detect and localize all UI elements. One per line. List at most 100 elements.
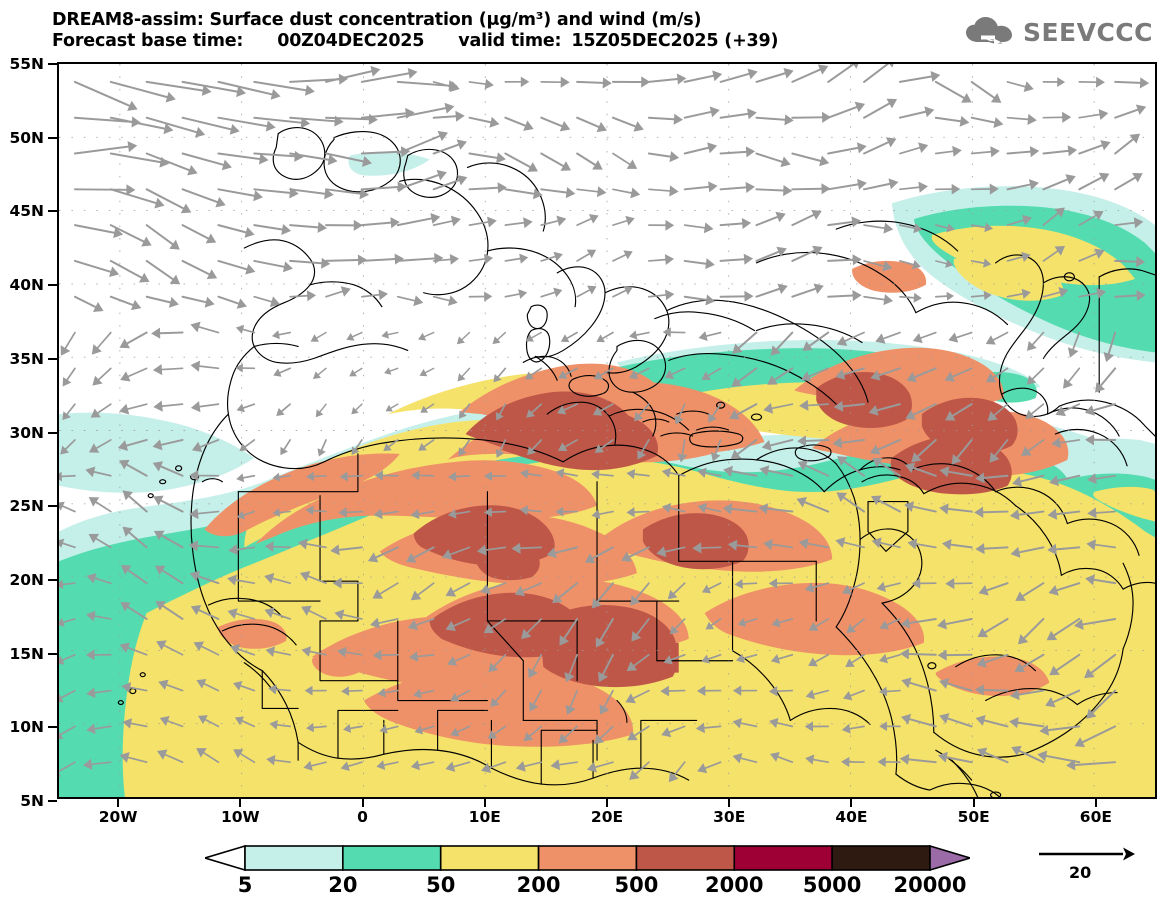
wind-arrow-shaft xyxy=(160,367,184,371)
wind-arrow-shaft xyxy=(307,575,327,585)
wind-arrow-head xyxy=(59,617,65,627)
lat-tick-label: 55N xyxy=(9,55,44,73)
lon-tick-label: 50E xyxy=(957,808,990,826)
wind-arrow-shaft xyxy=(849,725,865,730)
wind-arrow-shaft xyxy=(1006,293,1024,298)
wind-arrow-shaft xyxy=(714,439,722,455)
wind-arrow-head xyxy=(703,222,714,234)
wind-arrow-head xyxy=(236,298,247,309)
wind-arrow-head xyxy=(493,374,502,383)
wind-arrow-head xyxy=(305,722,315,733)
wind-arrow-head xyxy=(476,544,487,556)
wind-arrow-head xyxy=(783,184,793,197)
wind-arrow-shaft xyxy=(791,213,815,227)
wind-arrow-head xyxy=(1058,286,1069,298)
wind-arrow-head xyxy=(989,183,999,195)
wind-arrow-head xyxy=(447,656,458,666)
wind-arrow-shaft xyxy=(202,751,220,764)
wind-arrow-shaft xyxy=(1067,367,1081,383)
wind-arrow-head xyxy=(984,222,993,233)
wind-arrow-shaft xyxy=(253,80,307,92)
wind-arrow-head xyxy=(165,91,176,103)
wind-arrow-shaft xyxy=(306,543,327,549)
wind-arrow-shaft xyxy=(683,259,707,265)
wind-arrow-shaft xyxy=(633,510,650,513)
wind-arrow-head xyxy=(745,146,756,158)
wind-arrow-shaft xyxy=(504,116,527,127)
wind-arrow-head xyxy=(120,564,132,575)
wind-arrow-shaft xyxy=(636,618,650,636)
wind-arrow-head xyxy=(805,754,815,765)
wind-arrow-shaft xyxy=(851,653,865,664)
wind-arrow-head xyxy=(985,372,997,383)
wind-arrow-head xyxy=(900,617,911,629)
wind-arrow-head xyxy=(985,335,996,345)
wind-arrow-shaft xyxy=(461,367,471,377)
wind-arrow-shaft xyxy=(558,582,579,599)
wind-arrow-shaft xyxy=(564,725,578,739)
wind-arrow-shaft xyxy=(432,115,457,119)
wind-arrow-shaft xyxy=(1114,138,1134,155)
wind-arrow-shaft xyxy=(849,689,865,697)
wind-arrow-shaft xyxy=(755,287,781,298)
lon-tick-mark xyxy=(1094,799,1097,807)
wind-arrow-shaft xyxy=(241,719,256,728)
wind-arrow-shaft xyxy=(840,438,866,444)
wind-arrow-head xyxy=(1028,179,1039,191)
wind-arrow-head xyxy=(515,760,526,772)
wind-arrow-shaft xyxy=(812,689,830,696)
wind-arrow-head xyxy=(1103,352,1115,363)
wind-arrow-shaft xyxy=(377,618,399,624)
wind-arrow-shaft xyxy=(109,116,166,130)
wind-arrow-shaft xyxy=(73,259,112,273)
wind-arrow-shaft xyxy=(160,499,184,513)
wind-arrow-shaft xyxy=(325,70,373,83)
wind-arrow-shaft xyxy=(863,141,890,155)
wind-arrow-head xyxy=(667,589,678,600)
wind-arrow-head xyxy=(190,605,202,616)
colorbar-tick-label: 5 xyxy=(237,873,253,897)
wind-arrow-shaft xyxy=(1042,250,1059,262)
wind-arrow-shaft xyxy=(598,473,614,477)
wind-arrow-head xyxy=(413,295,424,307)
wind-arrow-head xyxy=(180,203,192,214)
wind-arrow-shaft xyxy=(199,439,220,448)
wind-arrow-shaft xyxy=(848,582,865,591)
wind-arrow-head xyxy=(268,684,277,695)
wind-arrow-head xyxy=(374,470,384,481)
wind-arrow-head xyxy=(805,689,816,700)
wind-arrow-shaft xyxy=(843,541,865,549)
wind-arrow-shaft xyxy=(771,403,794,410)
lon-tick-label: 0 xyxy=(357,808,368,826)
wind-arrow-head xyxy=(1065,174,1076,185)
lat-tick-mark xyxy=(48,578,57,581)
wind-arrow-shaft xyxy=(647,78,679,83)
wind-arrow-head xyxy=(627,730,638,741)
wind-arrow-head xyxy=(450,727,460,737)
wind-arrow-shaft xyxy=(109,152,162,164)
wind-arrow-head xyxy=(265,646,276,657)
wind-arrow-shaft xyxy=(415,618,435,626)
wind-arrow-head xyxy=(565,704,576,716)
wind-arrow-shaft xyxy=(566,331,578,340)
wind-arrow-head xyxy=(119,752,130,763)
wind-arrow-shaft xyxy=(456,689,471,698)
wind-arrow-head xyxy=(656,546,667,558)
wind-arrow-shaft xyxy=(755,250,780,262)
wind-arrow-shaft xyxy=(452,761,471,768)
wind-arrow-shaft xyxy=(1091,689,1117,714)
wind-arrow-head xyxy=(596,186,607,198)
wind-arrow-head xyxy=(117,440,129,451)
wind-arrow-shaft xyxy=(109,80,169,99)
lat-tick-mark xyxy=(48,63,57,65)
wind-arrow-shaft xyxy=(196,544,220,549)
wind-arrow-head xyxy=(418,442,427,451)
wind-arrow-head xyxy=(113,227,124,239)
wind-arrow-head xyxy=(990,93,1002,103)
wind-arrow-head xyxy=(236,510,246,520)
wind-arrow-head xyxy=(157,749,168,760)
wind-arrow-head xyxy=(282,261,293,273)
wind-arrow-head xyxy=(558,370,568,379)
wind-arrow-head xyxy=(272,472,281,482)
wind-arrow-shaft xyxy=(558,761,578,766)
